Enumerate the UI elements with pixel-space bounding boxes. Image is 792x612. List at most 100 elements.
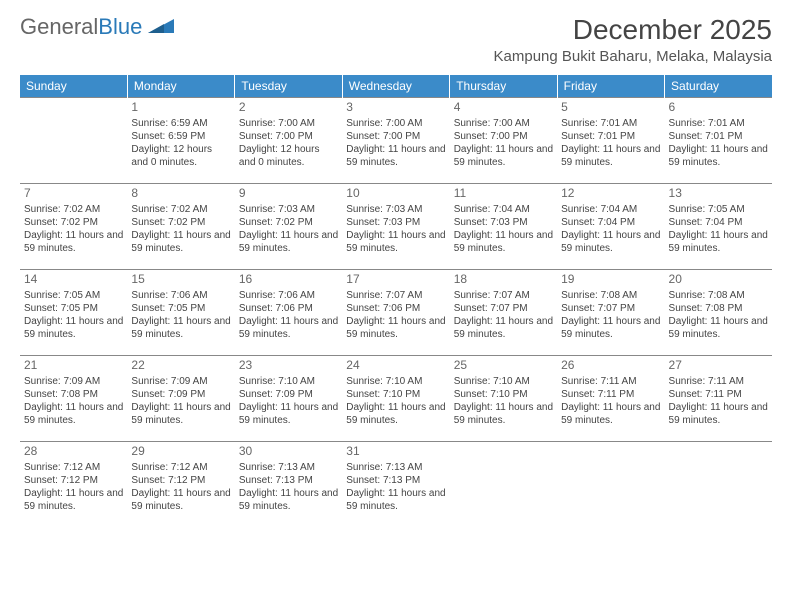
day-number: 29	[131, 444, 230, 460]
sunset-line: Sunset: 7:13 PM	[346, 474, 445, 487]
sunrise-line: Sunrise: 7:11 AM	[561, 375, 660, 388]
sunrise-line: Sunrise: 7:10 AM	[346, 375, 445, 388]
sunrise-line: Sunrise: 7:11 AM	[669, 375, 768, 388]
day-cell: 24Sunrise: 7:10 AMSunset: 7:10 PMDayligh…	[342, 356, 449, 442]
title-block: December 2025 Kampung Bukit Baharu, Mela…	[494, 14, 772, 65]
dow-header: Tuesday	[235, 75, 342, 98]
sunrise-line: Sunrise: 7:09 AM	[131, 375, 230, 388]
daylight-line: Daylight: 11 hours and 59 minutes.	[131, 487, 230, 513]
sunset-line: Sunset: 7:07 PM	[561, 302, 660, 315]
day-cell: 29Sunrise: 7:12 AMSunset: 7:12 PMDayligh…	[127, 442, 234, 528]
daylight-line: Daylight: 11 hours and 59 minutes.	[454, 315, 553, 341]
daylight-line: Daylight: 11 hours and 59 minutes.	[131, 229, 230, 255]
day-number: 9	[239, 186, 338, 202]
day-cell: 15Sunrise: 7:06 AMSunset: 7:05 PMDayligh…	[127, 270, 234, 356]
daylight-line: Daylight: 11 hours and 59 minutes.	[346, 401, 445, 427]
sunset-line: Sunset: 7:10 PM	[346, 388, 445, 401]
sunrise-line: Sunrise: 7:10 AM	[454, 375, 553, 388]
week-row: 21Sunrise: 7:09 AMSunset: 7:08 PMDayligh…	[20, 356, 772, 442]
sunset-line: Sunset: 7:02 PM	[131, 216, 230, 229]
day-number: 22	[131, 358, 230, 374]
sunset-line: Sunset: 7:05 PM	[24, 302, 123, 315]
day-number: 26	[561, 358, 660, 374]
sunset-line: Sunset: 7:01 PM	[561, 130, 660, 143]
sunset-line: Sunset: 7:09 PM	[239, 388, 338, 401]
day-cell: 18Sunrise: 7:07 AMSunset: 7:07 PMDayligh…	[450, 270, 557, 356]
daylight-line: Daylight: 11 hours and 59 minutes.	[669, 143, 768, 169]
sunset-line: Sunset: 7:00 PM	[239, 130, 338, 143]
day-number: 6	[669, 100, 768, 116]
day-number: 2	[239, 100, 338, 116]
sunset-line: Sunset: 7:08 PM	[669, 302, 768, 315]
sunrise-line: Sunrise: 7:12 AM	[24, 461, 123, 474]
sunset-line: Sunset: 7:03 PM	[346, 216, 445, 229]
calendar-body: 1Sunrise: 6:59 AMSunset: 6:59 PMDaylight…	[20, 98, 772, 528]
day-cell: 20Sunrise: 7:08 AMSunset: 7:08 PMDayligh…	[665, 270, 772, 356]
day-number: 12	[561, 186, 660, 202]
day-cell: 25Sunrise: 7:10 AMSunset: 7:10 PMDayligh…	[450, 356, 557, 442]
sunset-line: Sunset: 7:11 PM	[669, 388, 768, 401]
day-cell: 27Sunrise: 7:11 AMSunset: 7:11 PMDayligh…	[665, 356, 772, 442]
daylight-line: Daylight: 12 hours and 0 minutes.	[131, 143, 230, 169]
daylight-line: Daylight: 11 hours and 59 minutes.	[454, 401, 553, 427]
day-cell	[450, 442, 557, 528]
sunrise-line: Sunrise: 7:05 AM	[669, 203, 768, 216]
day-cell: 26Sunrise: 7:11 AMSunset: 7:11 PMDayligh…	[557, 356, 664, 442]
daylight-line: Daylight: 11 hours and 59 minutes.	[239, 487, 338, 513]
sunrise-line: Sunrise: 7:08 AM	[669, 289, 768, 302]
day-number: 18	[454, 272, 553, 288]
sunset-line: Sunset: 7:03 PM	[454, 216, 553, 229]
dow-header: Sunday	[20, 75, 127, 98]
sunrise-line: Sunrise: 7:08 AM	[561, 289, 660, 302]
sunrise-line: Sunrise: 7:01 AM	[669, 117, 768, 130]
day-number: 27	[669, 358, 768, 374]
sunrise-line: Sunrise: 7:04 AM	[561, 203, 660, 216]
daylight-line: Daylight: 11 hours and 59 minutes.	[669, 401, 768, 427]
dow-header: Friday	[557, 75, 664, 98]
day-cell: 23Sunrise: 7:10 AMSunset: 7:09 PMDayligh…	[235, 356, 342, 442]
dow-header: Monday	[127, 75, 234, 98]
day-cell: 30Sunrise: 7:13 AMSunset: 7:13 PMDayligh…	[235, 442, 342, 528]
sunrise-line: Sunrise: 6:59 AM	[131, 117, 230, 130]
sunset-line: Sunset: 7:02 PM	[239, 216, 338, 229]
daylight-line: Daylight: 11 hours and 59 minutes.	[24, 487, 123, 513]
header: GeneralBlue December 2025 Kampung Bukit …	[20, 14, 772, 65]
day-number: 24	[346, 358, 445, 374]
sunrise-line: Sunrise: 7:09 AM	[24, 375, 123, 388]
calendar-table: SundayMondayTuesdayWednesdayThursdayFrid…	[20, 75, 772, 528]
day-number: 30	[239, 444, 338, 460]
daylight-line: Daylight: 11 hours and 59 minutes.	[239, 401, 338, 427]
sunrise-line: Sunrise: 7:01 AM	[561, 117, 660, 130]
sunrise-line: Sunrise: 7:03 AM	[346, 203, 445, 216]
sunrise-line: Sunrise: 7:06 AM	[239, 289, 338, 302]
day-cell: 19Sunrise: 7:08 AMSunset: 7:07 PMDayligh…	[557, 270, 664, 356]
daylight-line: Daylight: 11 hours and 59 minutes.	[454, 143, 553, 169]
week-row: 7Sunrise: 7:02 AMSunset: 7:02 PMDaylight…	[20, 184, 772, 270]
day-number: 8	[131, 186, 230, 202]
sunset-line: Sunset: 7:08 PM	[24, 388, 123, 401]
day-cell: 5Sunrise: 7:01 AMSunset: 7:01 PMDaylight…	[557, 98, 664, 184]
daylight-line: Daylight: 11 hours and 59 minutes.	[239, 229, 338, 255]
day-cell: 12Sunrise: 7:04 AMSunset: 7:04 PMDayligh…	[557, 184, 664, 270]
sunrise-line: Sunrise: 7:03 AM	[239, 203, 338, 216]
sunset-line: Sunset: 7:06 PM	[239, 302, 338, 315]
day-number: 20	[669, 272, 768, 288]
daylight-line: Daylight: 11 hours and 59 minutes.	[669, 229, 768, 255]
day-cell: 7Sunrise: 7:02 AMSunset: 7:02 PMDaylight…	[20, 184, 127, 270]
logo: GeneralBlue	[20, 14, 176, 40]
day-number: 14	[24, 272, 123, 288]
daylight-line: Daylight: 11 hours and 59 minutes.	[346, 487, 445, 513]
day-cell: 17Sunrise: 7:07 AMSunset: 7:06 PMDayligh…	[342, 270, 449, 356]
week-row: 14Sunrise: 7:05 AMSunset: 7:05 PMDayligh…	[20, 270, 772, 356]
sunset-line: Sunset: 7:00 PM	[454, 130, 553, 143]
sunset-line: Sunset: 7:07 PM	[454, 302, 553, 315]
daylight-line: Daylight: 11 hours and 59 minutes.	[24, 401, 123, 427]
day-number: 25	[454, 358, 553, 374]
sunset-line: Sunset: 7:09 PM	[131, 388, 230, 401]
logo-text: GeneralBlue	[20, 14, 142, 40]
daylight-line: Daylight: 11 hours and 59 minutes.	[131, 401, 230, 427]
day-cell: 21Sunrise: 7:09 AMSunset: 7:08 PMDayligh…	[20, 356, 127, 442]
daylight-line: Daylight: 11 hours and 59 minutes.	[561, 401, 660, 427]
dow-header: Wednesday	[342, 75, 449, 98]
sunset-line: Sunset: 6:59 PM	[131, 130, 230, 143]
